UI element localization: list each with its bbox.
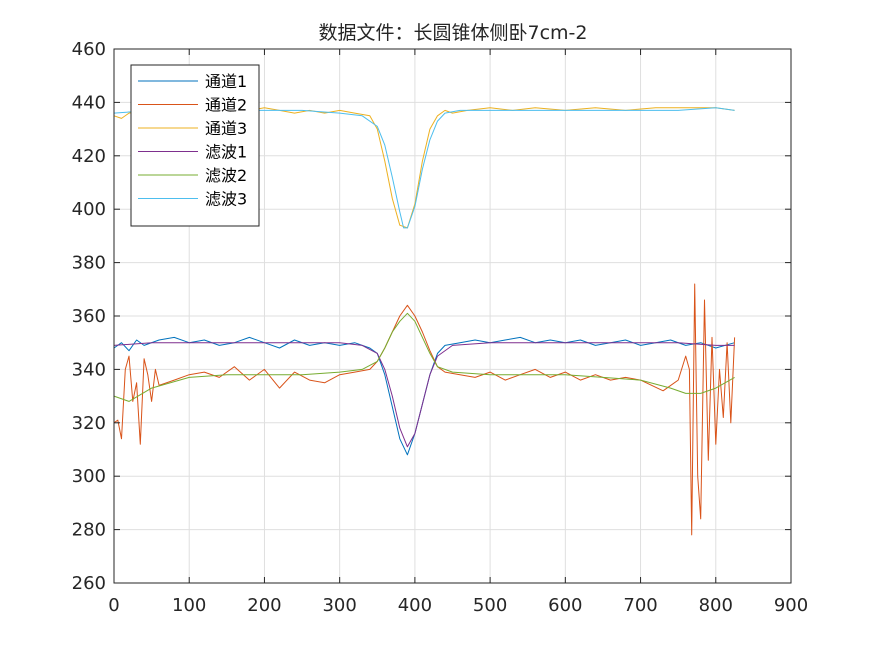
y-tick-label: 420 bbox=[72, 146, 106, 167]
x-tick-label: 700 bbox=[623, 595, 657, 616]
y-tick-label: 400 bbox=[72, 199, 106, 220]
y-tick-label: 340 bbox=[72, 359, 106, 380]
x-tick-label: 600 bbox=[548, 595, 582, 616]
series-line-5 bbox=[113, 312, 735, 402]
y-tick-label: 320 bbox=[72, 413, 106, 434]
series-line-2 bbox=[113, 283, 736, 536]
x-tick-label: 800 bbox=[699, 595, 733, 616]
legend-label: 滤波1 bbox=[205, 143, 247, 162]
x-tick-label: 500 bbox=[473, 595, 507, 616]
y-tick-label: 260 bbox=[72, 573, 106, 594]
legend-label: 通道3 bbox=[205, 119, 247, 138]
x-axis: 0 100 200 300 400 500 600 700 800 900 bbox=[108, 49, 808, 616]
x-tick-label: 100 bbox=[172, 595, 206, 616]
legend-box bbox=[130, 64, 260, 227]
x-tick-label: 900 bbox=[774, 595, 808, 616]
y-tick-label: 380 bbox=[72, 253, 106, 274]
x-tick-label: 200 bbox=[247, 595, 281, 616]
legend-label: 通道1 bbox=[205, 72, 247, 91]
legend-label: 通道2 bbox=[205, 96, 247, 115]
y-tick-label: 360 bbox=[72, 306, 106, 327]
series-line-4 bbox=[113, 342, 735, 448]
y-tick-label: 280 bbox=[72, 520, 106, 541]
y-tick-label: 300 bbox=[72, 466, 106, 487]
x-tick-label: 400 bbox=[398, 595, 432, 616]
chart-title: 数据文件：长圆锥体侧卧7cm-2 bbox=[319, 22, 588, 44]
series-line-6 bbox=[113, 107, 735, 229]
y-axis: 260 280 300 320 340 360 380 400 420 440 460 bbox=[72, 39, 791, 594]
legend-label: 滤波3 bbox=[205, 190, 247, 209]
legend-label: 滤波2 bbox=[205, 166, 247, 185]
x-tick-label: 300 bbox=[322, 595, 356, 616]
y-tick-label: 460 bbox=[72, 39, 106, 60]
x-tick-label: 0 bbox=[108, 595, 119, 616]
y-tick-label: 440 bbox=[72, 92, 106, 113]
legend: 通道1 通道2 通道3 滤波1 滤波2 滤波3 bbox=[130, 64, 260, 227]
